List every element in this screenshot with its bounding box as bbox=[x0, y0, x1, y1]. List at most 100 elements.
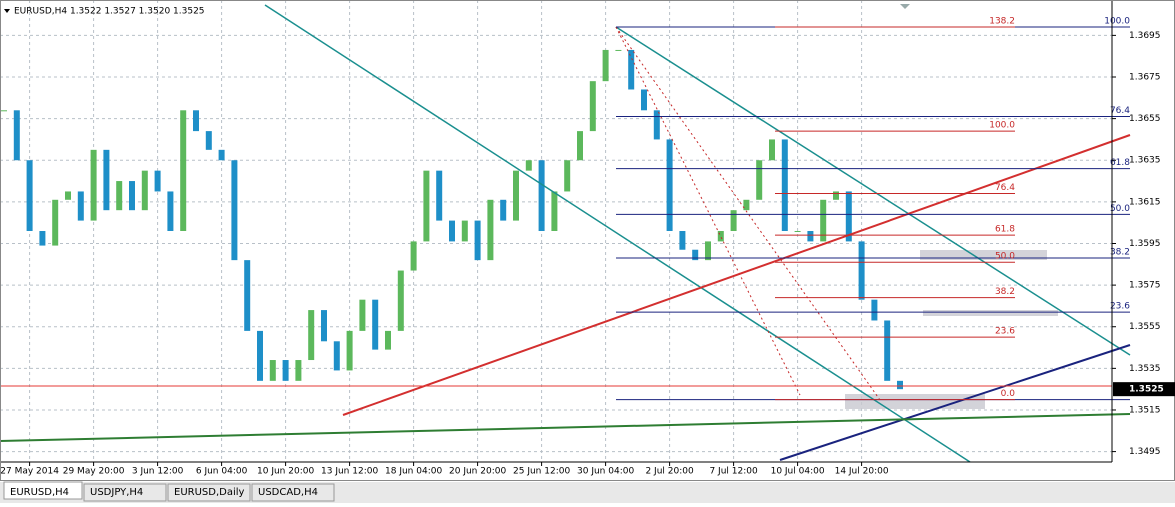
candle bbox=[564, 160, 571, 192]
candle bbox=[154, 170, 161, 192]
candle bbox=[180, 110, 187, 231]
candle bbox=[589, 81, 596, 132]
candle bbox=[193, 110, 199, 132]
candle bbox=[397, 270, 404, 331]
tab[interactable] bbox=[251, 483, 335, 502]
fib-label: 0.0 bbox=[1001, 389, 1016, 399]
candle bbox=[333, 341, 340, 371]
candle bbox=[628, 49, 635, 90]
candle bbox=[833, 191, 839, 200]
candle bbox=[705, 241, 711, 261]
candle bbox=[602, 49, 609, 82]
drawings bbox=[0, 4, 1131, 463]
tab-label[interactable]: EURUSD,H4 bbox=[10, 487, 69, 498]
candle bbox=[321, 310, 327, 342]
y-tick-label: 1.3655 bbox=[1129, 114, 1161, 124]
candle bbox=[525, 160, 532, 171]
candle bbox=[103, 149, 110, 211]
candle bbox=[257, 330, 263, 381]
candle bbox=[730, 210, 737, 231]
candles bbox=[1, 49, 903, 390]
fibonacci: 100.0 76.4 61.8 50.0 38.2 23.6 0.0 138.2 100.0 76… bbox=[616, 17, 1130, 401]
candle bbox=[884, 320, 891, 381]
candle bbox=[218, 149, 225, 161]
candle bbox=[679, 231, 686, 250]
candle bbox=[781, 139, 788, 231]
candle bbox=[436, 170, 443, 221]
x-tick-label: 14 Jul 20:00 bbox=[835, 467, 889, 477]
x-tick-label: 18 Jun 04:00 bbox=[385, 467, 442, 477]
candle bbox=[653, 110, 660, 140]
candle bbox=[244, 260, 251, 331]
candle bbox=[385, 330, 391, 350]
candle bbox=[116, 181, 123, 211]
tab-label[interactable]: EURUSD,Daily bbox=[174, 487, 245, 498]
trend-line bbox=[615, 26, 1131, 356]
zone bbox=[923, 310, 1058, 316]
trend-line bbox=[342, 134, 1131, 416]
fib-label: 76.4 bbox=[1110, 106, 1130, 116]
trend-line bbox=[0, 413, 1131, 442]
zone bbox=[920, 250, 1047, 260]
grid: 1.3695 1.3675 1.3655 1.3635 1.3615 1.3595 1.35… bbox=[0, 0, 1161, 477]
candle bbox=[513, 170, 519, 221]
candle bbox=[692, 249, 699, 261]
candle bbox=[858, 241, 865, 300]
candle bbox=[717, 231, 724, 242]
candle bbox=[359, 299, 366, 331]
candle bbox=[26, 160, 33, 231]
x-tick-label: 3 Jun 12:00 bbox=[132, 467, 184, 477]
price-label: 1.3525 bbox=[1129, 385, 1164, 395]
y-tick-label: 1.3615 bbox=[1129, 197, 1161, 207]
candle bbox=[269, 360, 276, 381]
tab-label[interactable]: USDJPY,H4 bbox=[90, 487, 143, 498]
candle bbox=[410, 241, 417, 271]
tab[interactable] bbox=[167, 483, 251, 502]
candle bbox=[77, 191, 84, 221]
fib-label: 76.4 bbox=[995, 183, 1015, 193]
tab[interactable] bbox=[83, 483, 167, 502]
candle bbox=[641, 89, 647, 111]
candle bbox=[295, 360, 302, 381]
candle bbox=[167, 191, 174, 231]
candle bbox=[372, 299, 379, 350]
fib-line bbox=[615, 26, 881, 401]
y-tick-label: 1.3555 bbox=[1129, 322, 1161, 332]
menu-arrow[interactable] bbox=[4, 9, 10, 13]
candle bbox=[423, 170, 430, 242]
candle bbox=[65, 191, 71, 200]
fib-label: 100.0 bbox=[989, 121, 1015, 131]
candle bbox=[845, 191, 852, 242]
candle bbox=[666, 139, 673, 231]
candle bbox=[461, 220, 468, 242]
zone bbox=[845, 394, 985, 409]
y-tick-label: 1.3695 bbox=[1129, 31, 1161, 41]
chart-title: EURUSD,H4 1.3522 1.3527 1.3520 1.3525 bbox=[14, 7, 205, 17]
price-label-box bbox=[1113, 382, 1175, 397]
x-tick-label: 27 May 2014 bbox=[0, 467, 59, 477]
candle bbox=[141, 170, 148, 211]
tab[interactable] bbox=[3, 481, 83, 500]
candle bbox=[449, 220, 455, 242]
y-tick-label: 1.3495 bbox=[1129, 447, 1161, 457]
trend-line bbox=[779, 344, 1131, 461]
x-tick-label: 10 Jun 20:00 bbox=[257, 467, 314, 477]
candle bbox=[90, 149, 97, 221]
candle bbox=[538, 160, 545, 231]
fib-label: 38.2 bbox=[995, 287, 1015, 297]
fib-label: 138.2 bbox=[989, 17, 1015, 27]
candle bbox=[52, 199, 59, 246]
candle bbox=[871, 299, 878, 321]
y-tick-label: 1.3595 bbox=[1129, 239, 1161, 249]
candle bbox=[487, 199, 494, 261]
candle bbox=[231, 160, 238, 261]
candle bbox=[794, 231, 801, 232]
candle bbox=[577, 131, 583, 161]
x-tick-label: 6 Jun 04:00 bbox=[196, 467, 248, 477]
candle bbox=[807, 231, 814, 242]
tab-label[interactable]: USDCAD,H4 bbox=[258, 487, 318, 498]
fib-label: 23.6 bbox=[1110, 302, 1130, 312]
shift-marker bbox=[900, 4, 910, 9]
candle bbox=[308, 310, 315, 361]
